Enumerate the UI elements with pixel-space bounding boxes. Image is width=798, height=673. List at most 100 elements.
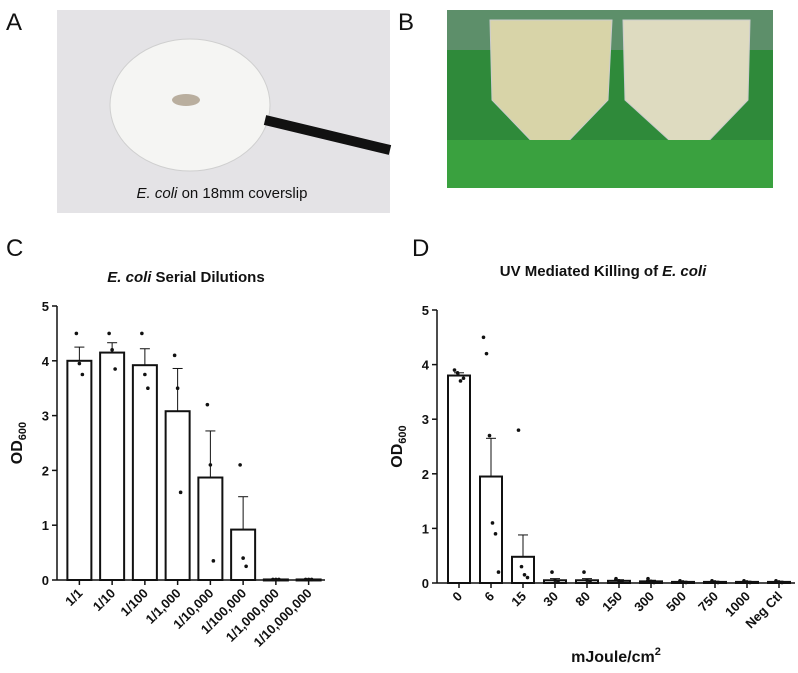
data-point (774, 579, 778, 583)
data-point (742, 579, 746, 583)
panel-label: B (398, 9, 414, 36)
x-label-sup: 2 (655, 646, 661, 658)
bar (479, 475, 503, 584)
data-point (303, 577, 308, 582)
y-label-main: OD (389, 444, 406, 468)
data-point (306, 577, 311, 582)
panel-label: A (6, 9, 22, 36)
data-point (113, 367, 117, 371)
data-point (713, 580, 717, 584)
x-axis-label: mJoule/cm2 (571, 646, 661, 666)
data-point (646, 576, 650, 581)
x-tick-label: 300 (631, 589, 657, 615)
x-tick-label: 500 (663, 589, 689, 615)
photo-caption: E. coli on 18mm coverslip (137, 185, 308, 202)
bar (511, 555, 535, 584)
data-point (585, 578, 589, 583)
data-point (780, 580, 784, 585)
data-point (684, 580, 688, 585)
data-point (455, 370, 460, 375)
panel-label: D (412, 235, 429, 262)
data-point (140, 331, 144, 336)
data-point (208, 463, 213, 467)
data-point (519, 564, 524, 569)
data-point (277, 577, 281, 582)
data-point (620, 580, 624, 584)
data-point (553, 578, 557, 583)
data-point (452, 368, 457, 372)
data-point (77, 361, 82, 366)
data-point (74, 331, 79, 336)
data-point (745, 580, 749, 584)
data-point (80, 372, 85, 377)
data-point (582, 570, 586, 574)
title-part: E. coli (107, 269, 152, 286)
x-tick-label: 6 (481, 589, 497, 605)
data-point (614, 576, 618, 581)
bar (99, 351, 126, 581)
data-point (107, 331, 111, 336)
title-part: UV Mediated Killing of (500, 263, 659, 280)
data-point (496, 570, 501, 574)
bar (164, 410, 191, 581)
y-tick-label: 3 (42, 409, 49, 424)
x-tick-label: 1/1 (62, 586, 85, 609)
data-point (649, 579, 653, 584)
bar (197, 476, 224, 581)
chart-title: E. coli Serial Dilutions (107, 269, 264, 286)
y-tick-label: 0 (422, 576, 429, 591)
y-tick-label: 3 (422, 412, 429, 427)
y-label-sub: 600 (17, 422, 29, 440)
data-point (617, 579, 621, 583)
x-tick-label: 15 (508, 589, 529, 610)
data-point (487, 433, 492, 438)
y-axis-label: OD600 (389, 425, 409, 467)
data-point (588, 580, 592, 584)
x-tick-label: 1/10 (90, 586, 119, 615)
data-point (525, 575, 530, 580)
data-point (178, 490, 183, 495)
data-point (172, 353, 177, 358)
chart-title: UV Mediated Killing of E. coli (500, 263, 707, 280)
data-point (241, 556, 245, 560)
bar (131, 364, 158, 581)
title-part: E. coli (662, 263, 707, 280)
data-point (484, 351, 489, 356)
x-tick-label: 30 (540, 589, 561, 610)
data-point (716, 580, 720, 585)
x-tick-label: 750 (695, 589, 721, 615)
x-tick-label: 150 (599, 589, 625, 615)
bar (447, 374, 471, 584)
x-label-main: mJoule/cm (571, 649, 655, 666)
data-point (777, 580, 781, 584)
data-point (481, 335, 486, 340)
data-point (516, 428, 521, 432)
data-point (238, 463, 242, 467)
y-tick-label: 1 (42, 518, 49, 533)
photo-b (447, 10, 773, 188)
data-point (110, 348, 114, 352)
data-point (146, 386, 150, 391)
data-point (550, 570, 554, 574)
y-label-sub: 600 (397, 425, 409, 443)
y-label-main: OD (9, 440, 26, 464)
data-point (274, 577, 278, 582)
title-part: Serial Dilutions (155, 269, 264, 286)
data-point (490, 521, 495, 525)
x-tick-label: 80 (572, 589, 593, 610)
data-point (493, 532, 498, 536)
photo-a: E. coli on 18mm coverslip (57, 10, 392, 213)
data-point (710, 579, 714, 583)
data-point (748, 580, 752, 585)
y-tick-label: 5 (422, 303, 429, 318)
y-tick-label: 2 (422, 467, 429, 482)
y-tick-label: 4 (42, 354, 50, 369)
data-point (652, 580, 656, 585)
data-point (458, 379, 463, 383)
bar (66, 359, 93, 581)
y-tick-label: 1 (422, 521, 429, 536)
y-tick-label: 2 (42, 463, 49, 478)
data-point (211, 559, 216, 563)
data-point (522, 573, 527, 577)
